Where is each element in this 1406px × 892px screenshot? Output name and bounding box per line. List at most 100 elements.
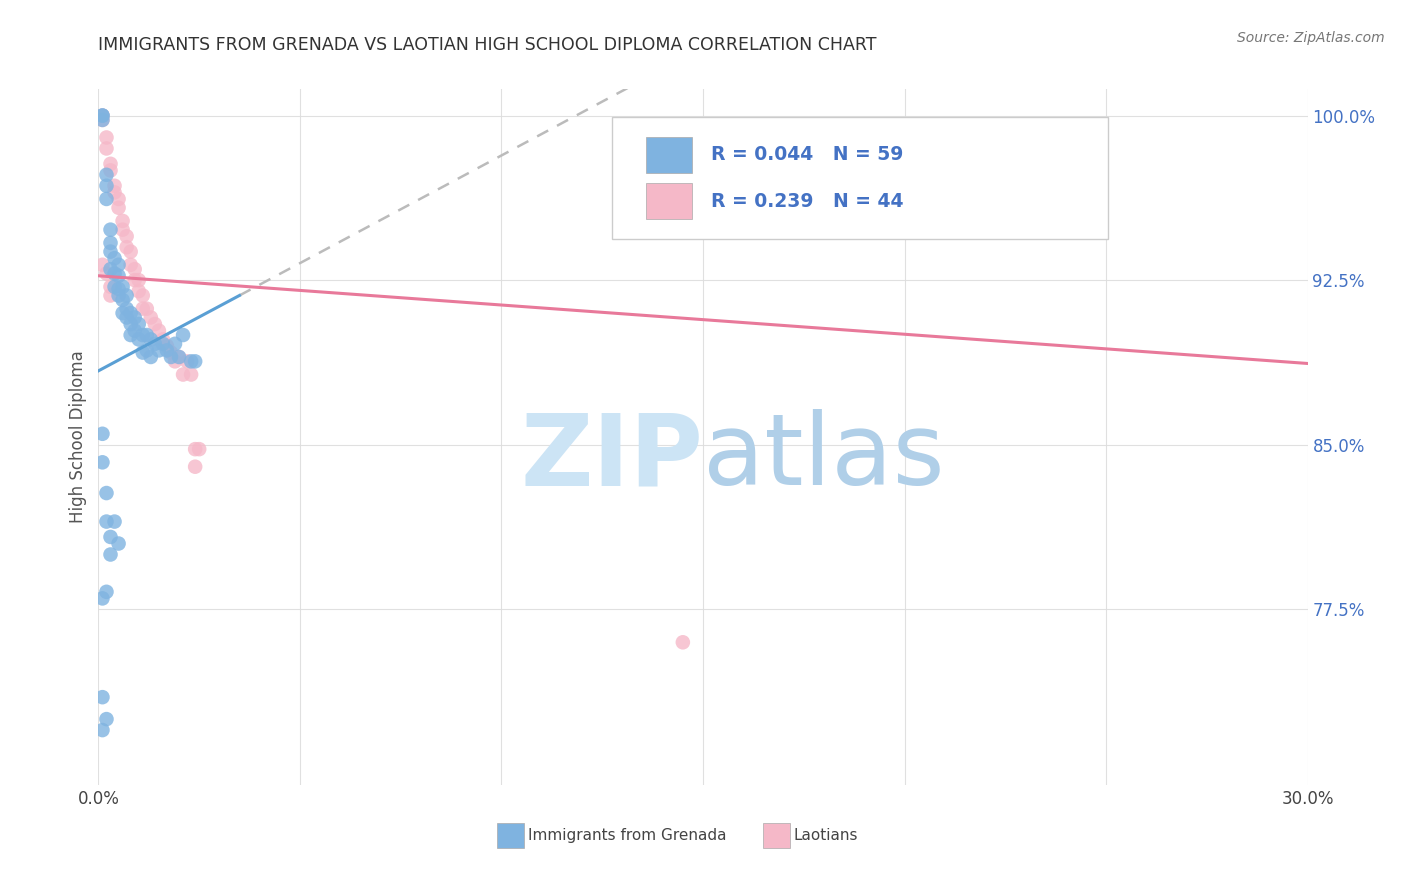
- Point: [148, 324, 170, 338]
- Point: [96, 486, 118, 500]
- Point: [152, 336, 174, 351]
- Point: [124, 262, 146, 277]
- Point: [91, 591, 114, 606]
- Point: [120, 317, 142, 331]
- Point: [107, 192, 129, 206]
- Bar: [763, 823, 790, 847]
- Point: [128, 284, 150, 298]
- Point: [184, 459, 207, 474]
- Text: Source: ZipAtlas.com: Source: ZipAtlas.com: [1237, 31, 1385, 45]
- Point: [176, 354, 198, 368]
- Point: [100, 548, 122, 562]
- Point: [128, 273, 150, 287]
- Point: [96, 178, 118, 193]
- Point: [120, 258, 142, 272]
- Point: [163, 354, 186, 368]
- Point: [111, 306, 134, 320]
- Point: [124, 310, 146, 325]
- Point: [124, 273, 146, 287]
- Point: [135, 343, 157, 358]
- Point: [139, 333, 162, 347]
- Point: [96, 267, 118, 281]
- Point: [103, 279, 125, 293]
- Point: [163, 336, 186, 351]
- Point: [103, 178, 125, 193]
- Bar: [647, 183, 692, 219]
- Point: [103, 251, 125, 265]
- Point: [96, 168, 118, 182]
- Y-axis label: High School Diploma: High School Diploma: [69, 351, 87, 524]
- Point: [96, 515, 118, 529]
- Point: [184, 354, 207, 368]
- Point: [96, 584, 118, 599]
- Point: [111, 279, 134, 293]
- Point: [91, 109, 114, 123]
- Text: ZIP: ZIP: [520, 409, 703, 507]
- Point: [96, 130, 118, 145]
- Point: [100, 530, 122, 544]
- Point: [100, 262, 122, 277]
- Point: [132, 288, 155, 302]
- Text: Laotians: Laotians: [793, 828, 858, 843]
- Point: [672, 635, 695, 649]
- Point: [167, 350, 190, 364]
- Point: [91, 109, 114, 123]
- Point: [107, 258, 129, 272]
- Point: [135, 301, 157, 316]
- Point: [120, 328, 142, 343]
- Point: [115, 310, 138, 325]
- Point: [132, 328, 155, 343]
- Point: [152, 333, 174, 347]
- Point: [148, 343, 170, 358]
- Point: [111, 214, 134, 228]
- Point: [91, 112, 114, 127]
- Point: [167, 350, 190, 364]
- Point: [128, 317, 150, 331]
- Point: [120, 306, 142, 320]
- Point: [156, 343, 179, 358]
- Point: [180, 354, 202, 368]
- Point: [120, 244, 142, 259]
- Point: [180, 368, 202, 382]
- Point: [115, 288, 138, 302]
- Point: [135, 328, 157, 343]
- Point: [115, 229, 138, 244]
- Point: [96, 192, 118, 206]
- Point: [91, 112, 114, 127]
- Point: [103, 515, 125, 529]
- Bar: [647, 136, 692, 173]
- Point: [107, 288, 129, 302]
- Point: [184, 442, 207, 457]
- Point: [143, 336, 166, 351]
- Point: [100, 279, 122, 293]
- Point: [100, 157, 122, 171]
- Point: [132, 345, 155, 359]
- Point: [100, 244, 122, 259]
- Point: [107, 201, 129, 215]
- Point: [172, 368, 194, 382]
- Text: IMMIGRANTS FROM GRENADA VS LAOTIAN HIGH SCHOOL DIPLOMA CORRELATION CHART: IMMIGRANTS FROM GRENADA VS LAOTIAN HIGH …: [98, 36, 877, 54]
- Point: [128, 333, 150, 347]
- Text: R = 0.239   N = 44: R = 0.239 N = 44: [711, 192, 904, 211]
- Point: [91, 258, 114, 272]
- Point: [96, 141, 118, 155]
- Point: [172, 328, 194, 343]
- Point: [103, 186, 125, 200]
- Point: [111, 293, 134, 307]
- Text: R = 0.044   N = 59: R = 0.044 N = 59: [711, 145, 904, 164]
- Point: [156, 339, 179, 353]
- Text: atlas: atlas: [703, 409, 945, 507]
- Point: [139, 350, 162, 364]
- Point: [103, 267, 125, 281]
- Point: [91, 426, 114, 441]
- Point: [160, 350, 183, 364]
- FancyBboxPatch shape: [613, 117, 1108, 239]
- Point: [132, 301, 155, 316]
- Bar: [498, 823, 524, 847]
- Point: [96, 712, 118, 726]
- Point: [188, 442, 211, 457]
- Point: [124, 324, 146, 338]
- Point: [100, 288, 122, 302]
- Point: [107, 282, 129, 296]
- Point: [873, 163, 896, 178]
